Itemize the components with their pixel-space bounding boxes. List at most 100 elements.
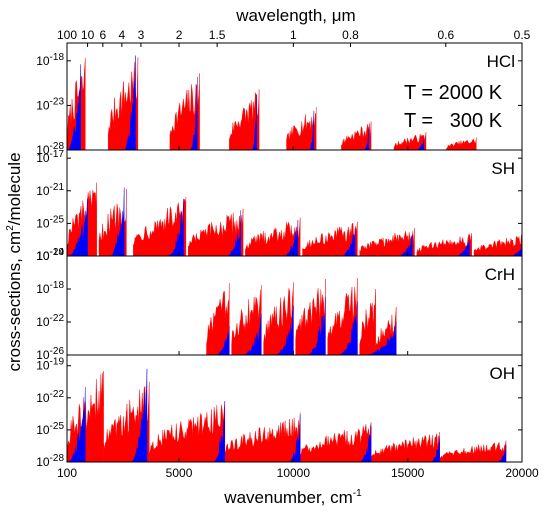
panel-hcl [67, 55, 477, 151]
y-tick-label-oh-0: 10-19 [36, 357, 64, 373]
band-crh-hot-2 [263, 282, 294, 356]
band-oh-hot-0 [67, 371, 104, 463]
y-tick-label-sh-3: 10-29 [36, 247, 64, 263]
band-hcl-cold-5 [363, 126, 369, 151]
band-oh-cold-3 [288, 414, 301, 463]
band-sh-hot-8 [473, 234, 522, 257]
y-axis-title: cross-sections, cm2/molecule [5, 152, 24, 371]
band-hcl-hot-3 [229, 89, 260, 151]
series-oh-2000k [67, 371, 507, 463]
series-sh-300k [67, 187, 522, 257]
top-tick-label-10: 0.5 [514, 28, 531, 42]
legend-entry-300k: T = 300 K [404, 110, 503, 132]
top-axis-title: wavelength, μm [235, 6, 355, 25]
x-tick-label-2: 10000 [277, 466, 311, 480]
y-tick-label-hcl-0: 10-18 [36, 52, 64, 68]
y-tick-label-crh-2: 10-22 [36, 313, 64, 329]
series-crh-300k [215, 297, 397, 356]
band-crh-cold-4 [339, 301, 358, 356]
panel-sh [67, 182, 522, 257]
y-tick-label-crh-3: 10-26 [36, 346, 64, 362]
band-crh-hot-5 [359, 288, 376, 356]
band-sh-cold-2 [167, 198, 184, 257]
panel-crh [206, 278, 397, 356]
band-sh-hot-0 [67, 182, 97, 257]
band-sh-hot-7 [416, 233, 472, 257]
band-hcl-cold-2 [190, 76, 198, 151]
band-crh-hot-4 [327, 278, 358, 356]
band-oh-hot-4 [300, 422, 372, 463]
band-hcl-hot-6 [393, 132, 427, 151]
band-sh-cold-1 [110, 187, 125, 257]
band-hcl-cold-0 [67, 64, 81, 151]
band-oh-cold-1 [130, 368, 148, 463]
y-tick-label-oh-3: 10-28 [36, 453, 64, 469]
y-tick-label-sh-0: 10-17 [36, 149, 64, 165]
band-oh-cold-0 [67, 387, 86, 463]
band-oh-cold-2 [213, 400, 225, 463]
band-sh-cold-6 [398, 234, 413, 257]
series-hcl-300k [67, 55, 424, 151]
band-sh-hot-5 [302, 221, 358, 257]
band-crh-cold-5 [366, 321, 397, 356]
x-axis-title: wavenumber, cm-1 [223, 488, 362, 507]
y-tick-label-crh-0: 10-14 [36, 247, 64, 263]
top-tick-label-6: 1.5 [209, 28, 226, 42]
panel-label-crh: CrH [485, 265, 515, 284]
band-sh-cold-5 [341, 228, 356, 257]
band-oh-cold-6 [496, 444, 507, 463]
band-hcl-cold-4 [308, 110, 315, 151]
series-oh-300k [67, 368, 507, 463]
y-tick-label-hcl-1: 10-23 [36, 96, 64, 112]
band-crh-hot-0 [206, 283, 230, 356]
band-sh-hot-6 [359, 228, 415, 257]
panel-label-sh: SH [491, 159, 515, 178]
top-tick-label-2: 6 [99, 28, 106, 42]
band-crh-cold-1 [243, 313, 262, 356]
panel-frame-crh [66, 255, 523, 356]
top-tick-label-7: 1 [290, 28, 297, 42]
x-tick-label-0: 100 [57, 466, 77, 480]
top-tick-label-5: 2 [176, 28, 183, 42]
band-hcl-cold-3 [251, 94, 257, 151]
band-sh-cold-3 [227, 210, 241, 257]
top-tick-label-1: 10 [81, 28, 95, 42]
y-tick-label-sh-2: 10-25 [36, 214, 64, 230]
panel-oh [67, 368, 507, 463]
y-tick-label-crh-1: 10-18 [36, 280, 64, 296]
legend-entry-2000k: T = 2000 K [404, 82, 503, 104]
x-tick-label-4: 20000 [505, 466, 539, 480]
band-crh-cold-2 [275, 305, 294, 356]
band-sh-cold-4 [284, 220, 299, 257]
band-crh-cold-3 [307, 297, 326, 356]
panels-layer [67, 55, 522, 463]
band-hcl-hot-7 [446, 137, 477, 151]
band-sh-hot-2 [133, 197, 187, 257]
band-sh-hot-4 [245, 217, 301, 257]
series-crh-2000k [206, 278, 397, 356]
band-crh-cold-0 [215, 326, 230, 356]
y-tick-label-oh-2: 10-25 [36, 421, 64, 437]
band-sh-cold-0 [67, 198, 88, 257]
top-tick-label-9: 0.6 [437, 28, 454, 42]
top-tick-label-3: 4 [119, 28, 126, 42]
band-hcl-hot-5 [341, 121, 372, 151]
band-oh-cold-5 [430, 436, 440, 463]
band-oh-hot-5 [370, 431, 440, 463]
band-oh-hot-1 [103, 381, 150, 463]
band-sh-cold-7 [455, 239, 470, 257]
band-oh-hot-3 [224, 412, 301, 463]
panel-label-hcl: HCl [487, 52, 515, 71]
x-tick-label-3: 15000 [391, 466, 425, 480]
x-tick-label-1: 5000 [166, 466, 193, 480]
y-tick-label-oh-1: 10-22 [36, 389, 64, 405]
band-hcl-cold-1 [124, 55, 136, 151]
axes-layer: HCl 10-18 10-23 10-28 SH 10-17 10-21 10-25 10-29… [36, 28, 539, 480]
band-oh-hot-2 [149, 400, 225, 463]
band-crh-hot-1 [231, 284, 262, 356]
panel-label-oh: OH [490, 364, 516, 383]
panel-frame-oh [66, 354, 523, 463]
top-tick-label-8: 0.8 [342, 28, 359, 42]
y-tick-label-hcl-2: 10-28 [36, 141, 64, 157]
